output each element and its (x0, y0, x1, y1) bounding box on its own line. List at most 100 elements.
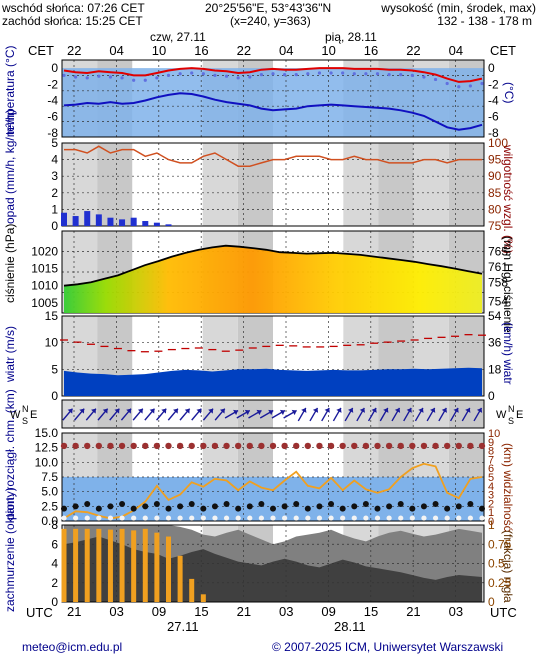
dewpoint-point (306, 72, 310, 76)
dewpoint-point (74, 75, 78, 79)
cloud-top-dot (223, 442, 230, 450)
fog-bar (154, 532, 160, 602)
rain-ytick: 3 (51, 169, 58, 183)
wind-arrow (271, 409, 286, 419)
temp-line (63, 67, 483, 83)
top-hour-label: 22 (406, 43, 421, 58)
compass-n-right: N (508, 404, 515, 414)
panel-frame (61, 399, 485, 429)
cloud-base-dot (153, 500, 160, 507)
precip-bar (95, 214, 102, 226)
cloud-top-dot (420, 442, 428, 450)
humidity-line (64, 145, 482, 167)
visibility-ytick: 4 (488, 481, 494, 493)
wind-arrow (144, 408, 156, 421)
date1-label: 27.11 (167, 619, 199, 634)
visibility-ytick: 3 (488, 490, 494, 502)
top-hour-label: 16 (363, 43, 379, 58)
cloud-top-dot (246, 442, 253, 450)
fog-bar (189, 578, 195, 602)
day-night-band (97, 143, 133, 226)
top-hour-label: 04 (448, 43, 464, 58)
wind-speed-area (64, 367, 482, 396)
dewpoint-point (294, 72, 298, 77)
wind-arrow-head (291, 409, 297, 416)
temp-ytick-right: 0 (488, 61, 495, 75)
wind-arrow-head (67, 408, 73, 414)
precip-bar (142, 221, 149, 226)
wind-arrow (191, 408, 202, 421)
wind-arrow (179, 408, 191, 421)
wind-arrow-head (394, 407, 401, 413)
low-cloud-dot (351, 515, 357, 521)
cloud-base-dot (223, 500, 230, 507)
wind-arrow-head (476, 407, 483, 413)
wind-arrow-head (233, 409, 239, 416)
low-cloud-dot (131, 515, 137, 521)
compass-s: S (22, 416, 28, 426)
dewpoint-point (178, 72, 182, 76)
fog-bar (131, 530, 137, 602)
low-cloud-dot (247, 515, 253, 521)
wind-arrow-head (244, 409, 250, 416)
cloud-base-dot (397, 500, 404, 507)
day-night-band (413, 143, 449, 226)
rain-ytick: 5 (51, 136, 58, 150)
wind-arrow (379, 407, 389, 422)
cloud-base-dot (246, 503, 253, 510)
cloudext-ytick: 2.5 (41, 499, 58, 513)
wind-arrow-head (465, 407, 471, 413)
pressure-ytick: 1015 (31, 262, 58, 276)
top-hour-label: 04 (109, 43, 124, 58)
dewpoint-point (236, 76, 240, 80)
wind-ytick-right: 36 (488, 336, 502, 350)
visibility-ytick: 9 (488, 437, 494, 449)
wind-arrow (332, 407, 342, 422)
top-hour-label: 22 (67, 43, 82, 58)
fog-bar (73, 528, 79, 602)
panel-frame (61, 59, 485, 138)
cloudext-ytick: 10.0 (35, 455, 59, 469)
dewpoint-point (457, 85, 461, 89)
low-cloud-dot (61, 515, 67, 521)
pressure-ytick: 1005 (31, 296, 58, 310)
cloud-top-dot (455, 442, 462, 450)
wind-arrow-head (173, 408, 178, 414)
cloud-top-dot (316, 442, 323, 450)
top-hour-label: 16 (194, 43, 209, 58)
wind-arrow (438, 407, 447, 422)
below-zero-area (62, 68, 484, 137)
precip-bar (130, 217, 137, 226)
wind-arrow-head (114, 408, 120, 414)
cloud-base-dot (455, 503, 462, 510)
wind-arrow-head (301, 407, 307, 413)
temp-ytick: 0 (51, 61, 58, 75)
dewpoint-point (201, 72, 205, 76)
fog-bar (84, 528, 90, 602)
footer-copyright: © 2007-2025 ICM, Uniwersytet Warszawski (272, 640, 504, 654)
cloud-top-dot (443, 442, 451, 450)
cloud-top-dot (281, 442, 288, 450)
cloud-ytick: 2 (51, 576, 58, 590)
cloud-base-dot (107, 503, 114, 510)
cloud-top-dot (339, 442, 346, 450)
dewpoint-point (62, 73, 66, 77)
pressure-ytick-right: 758 (488, 275, 508, 289)
cloud-top-dot (165, 442, 172, 450)
low-cloud-dot (363, 515, 369, 521)
wind-arrow (356, 407, 365, 422)
day-night-band (343, 143, 379, 226)
dewpoint-point (468, 84, 472, 88)
footer-email[interactable]: meteo@icm.edu.pl (22, 640, 123, 654)
fog-bar (200, 594, 206, 602)
cloud-top-dot (72, 442, 79, 450)
compass-w-right: W (496, 409, 507, 421)
dewpoint-point (97, 74, 101, 78)
cloud-top-dot (293, 442, 300, 450)
elevation-label: wysokość (min, środek, max) (381, 1, 536, 15)
cloud-base-dot (432, 500, 439, 507)
humidity-ytick: 80 (488, 202, 502, 216)
wind-arrow (309, 407, 319, 422)
wind-arrow (321, 407, 330, 422)
